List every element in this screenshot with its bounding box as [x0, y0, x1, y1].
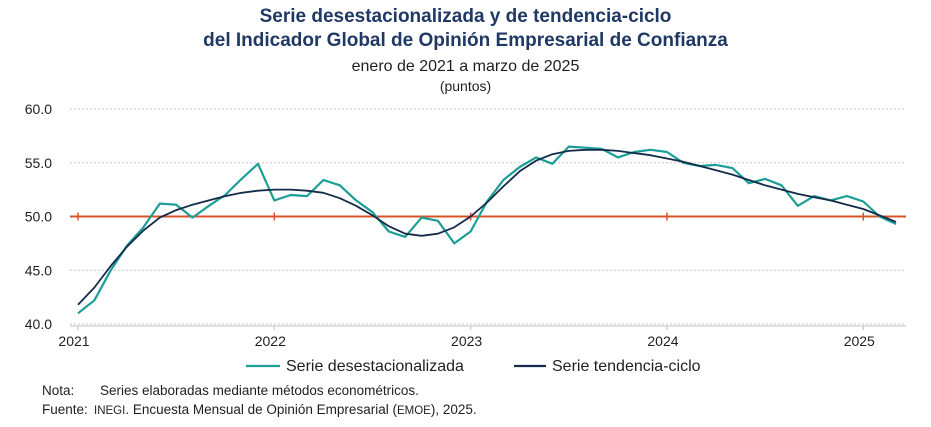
- source-text-a: . Encuesta Mensual de Opinión Empresaria…: [125, 402, 397, 417]
- source-abbr: EMOE: [396, 405, 431, 417]
- x-tick-label: 2022: [255, 333, 286, 349]
- x-tick-label: 2024: [647, 333, 678, 349]
- chart-title-line1: Serie desestacionalizada y de tendencia-…: [259, 6, 672, 27]
- source-org: INEGI: [94, 405, 126, 417]
- y-tick-label: 45.0: [25, 262, 52, 278]
- source-label: Fuente:: [42, 402, 88, 417]
- x-tick-label: 2023: [451, 333, 482, 349]
- seasonal-adjusted-line: [77, 145, 897, 315]
- chart-units: (puntos): [439, 78, 492, 94]
- y-tick-label: 60.0: [25, 101, 52, 117]
- y-tick-label: 55.0: [25, 155, 52, 171]
- y-tick-label: 50.0: [25, 209, 52, 225]
- chart-subtitle: enero de 2021 a marzo de 2025: [351, 58, 580, 75]
- source-text-b: ), 2025.: [430, 402, 477, 417]
- x-tick-label: 2025: [844, 333, 875, 349]
- x-tick-label: 2021: [58, 333, 89, 349]
- legend-label: Serie desestacionalizada: [286, 358, 464, 375]
- chart-title-line2: del Indicador Global de Opinión Empresar…: [203, 30, 728, 51]
- source-note: Fuente: INEGI. Encuesta Mensual de Opinió…: [42, 402, 477, 417]
- note-text: Series elaboradas mediante métodos econo…: [100, 383, 419, 398]
- footnote: Nota: Series elaboradas mediante métodos …: [42, 383, 419, 398]
- trend-cycle-line: [77, 148, 897, 306]
- legend-label: Serie tendencia-ciclo: [552, 358, 701, 375]
- y-tick-label: 40.0: [25, 316, 52, 332]
- note-label: Nota:: [42, 383, 75, 398]
